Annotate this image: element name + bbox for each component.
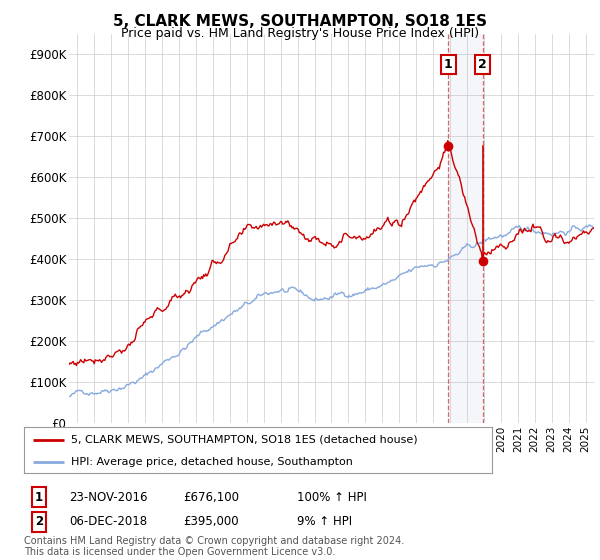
Text: 06-DEC-2018: 06-DEC-2018 — [69, 515, 147, 529]
Text: Price paid vs. HM Land Registry's House Price Index (HPI): Price paid vs. HM Land Registry's House … — [121, 27, 479, 40]
Text: 1: 1 — [35, 491, 43, 504]
Text: £676,100: £676,100 — [183, 491, 239, 504]
Bar — [448, 34, 482, 423]
Text: £395,000: £395,000 — [183, 515, 239, 529]
Text: 2: 2 — [35, 515, 43, 529]
Text: 5, CLARK MEWS, SOUTHAMPTON, SO18 1ES (detached house): 5, CLARK MEWS, SOUTHAMPTON, SO18 1ES (de… — [71, 435, 418, 445]
Text: 2: 2 — [478, 58, 487, 71]
Text: 100% ↑ HPI: 100% ↑ HPI — [297, 491, 367, 504]
Text: 23-NOV-2016: 23-NOV-2016 — [69, 491, 148, 504]
Text: HPI: Average price, detached house, Southampton: HPI: Average price, detached house, Sout… — [71, 457, 353, 466]
Text: 1: 1 — [444, 58, 453, 71]
Text: 5, CLARK MEWS, SOUTHAMPTON, SO18 1ES: 5, CLARK MEWS, SOUTHAMPTON, SO18 1ES — [113, 14, 487, 29]
Text: 9% ↑ HPI: 9% ↑ HPI — [297, 515, 352, 529]
Text: Contains HM Land Registry data © Crown copyright and database right 2024.
This d: Contains HM Land Registry data © Crown c… — [24, 535, 404, 557]
